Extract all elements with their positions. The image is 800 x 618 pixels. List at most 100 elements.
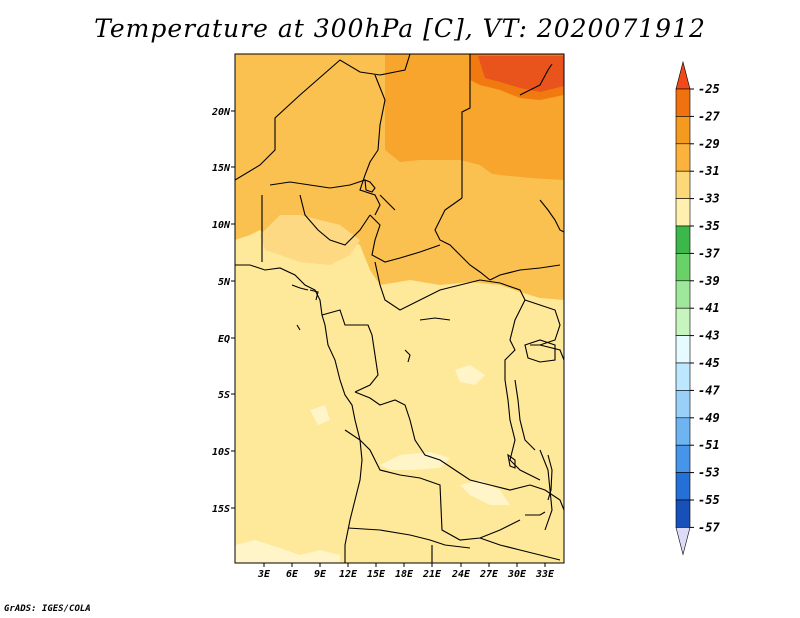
lon-label: 9E: [314, 569, 327, 580]
lon-label: 15E: [367, 569, 386, 580]
border-red-sea: [519, 63, 553, 96]
colorbar-swatch: [675, 116, 691, 145]
lat-ticks: [231, 110, 235, 509]
border-lake-chad: [364, 179, 376, 193]
colorbar-swatch: [675, 335, 691, 364]
border-coast-west: [235, 264, 363, 563]
border-sudan-east: [539, 199, 564, 233]
colorbar-swatch: [675, 362, 691, 391]
border-libya-east: [461, 54, 471, 198]
border-libya-south: [359, 74, 386, 216]
border-lake-kariba: [525, 511, 546, 516]
temperature-field: [235, 54, 564, 563]
colorbar-swatch: [675, 444, 691, 473]
border-drc-south: [354, 391, 531, 491]
border-malawi: [539, 449, 553, 531]
colorbar-swatch: [675, 417, 691, 446]
colorbar-swatch: [675, 280, 691, 309]
lon-ticks: [263, 563, 546, 567]
field-pale-patch-1: [380, 452, 450, 470]
border-sahel-river: [291, 284, 309, 291]
lon-label: 33E: [535, 569, 555, 580]
lat-label: EQ: [218, 334, 230, 345]
colorbar-label: -35: [698, 219, 720, 233]
lon-label: 30E: [507, 569, 527, 580]
colorbar-label: -43: [698, 329, 720, 343]
border-nigeria-cameroon: [299, 194, 371, 246]
border-south-sudan: [489, 264, 561, 281]
border-zimbabwe: [479, 537, 561, 561]
border-congo-island: [296, 324, 301, 331]
colorbar-label: -55: [698, 493, 720, 507]
lon-label: 24E: [451, 569, 471, 580]
colorbar-top-triangle: [675, 60, 691, 90]
border-equatoria: [419, 317, 451, 321]
colorbar-label: -47: [698, 383, 720, 397]
lat-label: 15S: [212, 504, 230, 515]
border-lake-mweru: [507, 453, 516, 469]
border-sahara-west: [235, 54, 411, 181]
lon-label: 27E: [479, 569, 499, 580]
field-pale-patch-5: [235, 540, 340, 563]
field-patch-nigeria: [260, 215, 360, 265]
field-pale-patch-2: [460, 480, 510, 505]
border-lake-tanganyika: [514, 379, 536, 451]
border-car-south: [374, 261, 501, 311]
border-angola-south: [347, 527, 471, 549]
lat-label: 5N: [218, 277, 231, 288]
map-title: Temperature at 300hPa [C], VT: 202007191…: [94, 14, 706, 43]
colorbar-label: -27: [698, 109, 720, 123]
colorbar-label: -29: [698, 137, 720, 151]
lat-label: 10N: [212, 220, 231, 231]
border-car: [369, 214, 441, 263]
border-small-1: [309, 289, 319, 301]
border-small-2: [404, 349, 411, 363]
border-niger-nigeria: [269, 179, 366, 189]
border-mozambique: [529, 484, 564, 511]
colorbar-swatch: [675, 170, 691, 199]
colorbar-label: -53: [698, 466, 720, 480]
border-lake-victoria: [524, 339, 556, 363]
field-red-orange: [478, 56, 564, 92]
colorbar-label: -39: [698, 274, 720, 288]
lat-axis: 20N 15N 10N 5N EQ 5S 10S 15S: [211, 107, 231, 515]
colorbar: -25 -27 -29 -31 -33 -35 -37 -39 -41 -43 -45 -47 -49 -…: [675, 60, 720, 556]
lat-label: 10S: [212, 447, 230, 458]
lon-label: 12E: [339, 569, 358, 580]
colorbar-swatch: [675, 472, 691, 501]
country-borders: [235, 54, 564, 563]
lon-axis: 3E 6E 9E 12E 15E 18E 21E 24E 27E 30E 33E: [257, 569, 555, 580]
border-lake-malawi: [547, 454, 553, 501]
colorbar-label: -49: [698, 411, 720, 425]
border-kenya-tanzania: [539, 344, 564, 361]
map-frame: [234, 53, 565, 564]
colorbar-swatch: [675, 88, 691, 117]
colorbar-swatch: [675, 225, 691, 254]
lon-label: 3E: [257, 569, 271, 580]
colorbar-label: -57: [698, 520, 720, 534]
colorbar-bottom-triangle: [675, 527, 691, 556]
lat-label: 15N: [212, 163, 231, 174]
lat-label: 5S: [218, 390, 230, 401]
border-nile: [379, 194, 396, 211]
colorbar-swatch: [675, 499, 691, 528]
colorbar-label: -41: [698, 301, 720, 315]
colorbar-label: -45: [698, 356, 720, 370]
lon-label: 6E: [286, 569, 299, 580]
colorbar-swatch: [675, 143, 691, 172]
credit-label: GrADS: IGES/COLA: [4, 604, 91, 614]
colorbar-label: -37: [698, 246, 720, 260]
border-congo: [321, 309, 379, 393]
border-angola-zambia: [344, 429, 521, 541]
field-lobe-sudan: [440, 160, 564, 275]
colorbar-swatch: [675, 253, 691, 282]
border-chad-sudan: [434, 197, 491, 281]
colorbar-label: -31: [698, 164, 720, 178]
field-pale-patch-4: [310, 405, 330, 425]
colorbar-label: -51: [698, 438, 720, 452]
colorbar-label: -25: [698, 82, 720, 96]
colorbar-swatch: [675, 307, 691, 336]
lon-label: 21E: [422, 569, 442, 580]
colorbar-swatch: [675, 198, 691, 227]
